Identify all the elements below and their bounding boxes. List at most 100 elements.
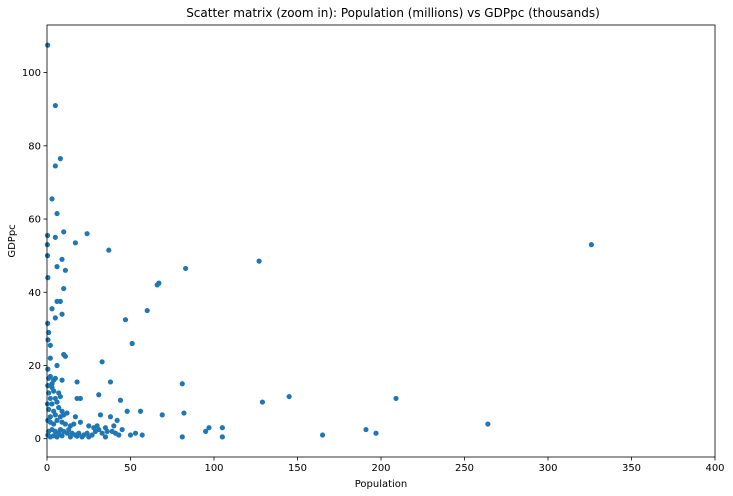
scatter-point [86,434,92,440]
scatter-point [124,408,130,414]
scatter-point [61,285,67,292]
scatter-point [67,434,73,440]
scatter-point [77,419,83,425]
scatter-point [45,320,51,326]
scatter-point [139,432,145,438]
scatter-point [44,232,51,239]
y-tick-label: 100 [22,68,41,79]
scatter-point [183,265,189,272]
scatter-point [77,395,83,402]
scatter-point [54,362,60,369]
scatter-point [72,240,78,246]
scatter-point [52,102,58,109]
scatter-point [57,156,63,162]
scatter-point [56,404,62,411]
scatter-point [114,417,120,423]
scatter-point [52,315,58,321]
scatter-point [62,421,68,427]
scatter-point [256,258,262,264]
scatter-point [96,392,102,398]
scatter-point [54,434,60,440]
scatter-point [47,342,53,348]
y-tick-label: 40 [28,288,41,299]
scatter-point [61,229,67,235]
scatter-point [485,421,491,427]
scatter-point [393,395,399,402]
scatter-points [44,42,595,440]
scatter-point [49,401,55,407]
scatter-point [319,432,326,438]
scatter-point [62,353,68,359]
scatter-point [72,414,78,420]
scatter-point [45,366,51,372]
scatter-point [129,340,135,347]
scatter-point [122,317,129,323]
scatter-point [137,408,144,414]
scatter-point [119,426,125,433]
scatter-point [179,381,185,387]
scatter-point [363,426,369,433]
scatter-point [107,379,114,385]
scatter-point [206,425,212,431]
scatter-point [132,430,139,436]
scatter-point [106,247,112,253]
scatter-point [49,196,55,202]
scatter-point [47,395,53,402]
scatter-point [116,432,122,438]
x-tick-label: 150 [288,463,307,474]
scatter-point [154,282,160,288]
y-tick-label: 20 [28,361,41,372]
scatter-point [52,163,58,169]
scatter-point [57,298,63,305]
scatter-point [52,375,58,381]
x-tick-label: 250 [455,463,474,474]
scatter-point [45,275,51,281]
plot-area-frame [46,24,716,458]
x-tick-label: 50 [124,463,137,474]
scatter-point [54,210,60,217]
scatter-point [59,377,65,383]
scatter-point [59,311,65,317]
scatter-point [51,388,57,394]
scatter-point [59,256,65,262]
scatter-point [102,434,109,440]
scatter-point [97,412,104,418]
scatter-point [259,399,266,405]
scatter-point [84,231,90,237]
scatter-point [54,399,60,405]
scatter-point [117,397,124,403]
x-tick-label: 100 [204,463,223,474]
scatter-point [99,430,105,436]
scatter-point [96,426,102,433]
scatter-point [588,242,595,248]
scatter-point [45,383,51,389]
chart-title: Scatter matrix (zoom in): Population (mi… [186,6,600,20]
scatter-point [62,267,68,273]
scatter-point [74,379,80,385]
scatter-point [203,428,209,434]
scatter-point [54,264,60,270]
scatter-point [127,432,134,438]
scatter-point [71,421,77,427]
scatter-point [144,307,150,314]
scatter-point [74,433,80,439]
scatter-point [86,423,92,429]
scatter-point [219,434,225,440]
scatter-point [49,306,55,312]
scatter-point [57,393,63,400]
scatter-point [59,433,65,439]
x-tick-label: 350 [622,463,641,474]
scatter-point [373,430,379,436]
x-tick-label: 400 [705,463,724,474]
y-tick-label: 60 [28,215,41,226]
y-tick-label: 0 [35,434,41,445]
x-tick-label: 300 [538,463,557,474]
scatter-point [181,410,187,416]
scatter-point [47,414,53,420]
scatter-point [61,412,67,418]
x-tick-label: 0 [44,463,50,474]
x-axis-label: Population [355,479,408,490]
scatter-point [107,414,114,420]
y-axis-ticks: 0 20 40 60 80 100 [22,68,47,445]
